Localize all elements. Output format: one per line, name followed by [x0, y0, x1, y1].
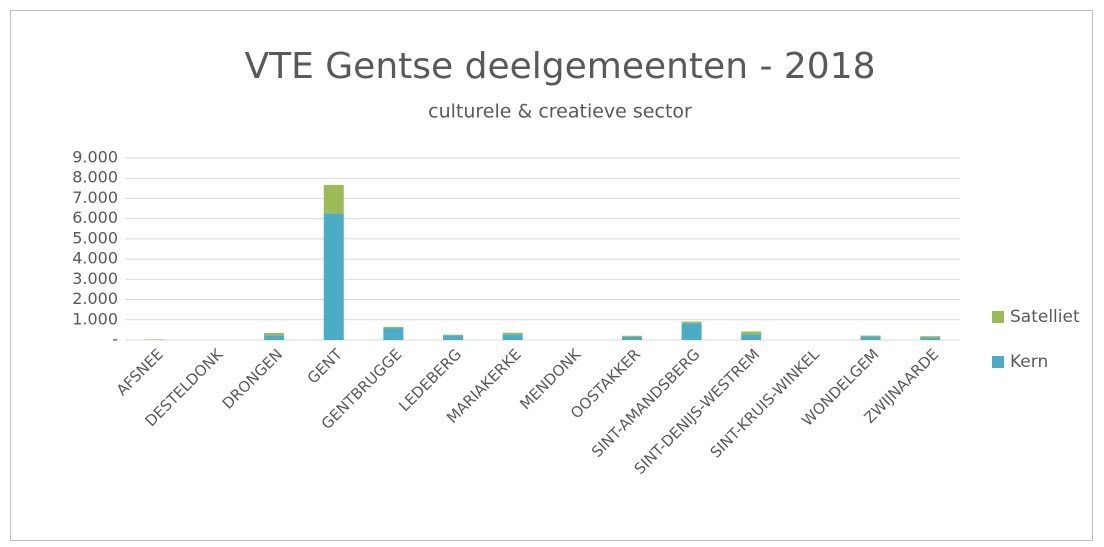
y-tick-label: -	[112, 330, 118, 349]
bar-segment	[324, 214, 344, 340]
chart-border	[11, 11, 1093, 541]
bar-segment	[383, 327, 403, 328]
y-tick-label: 6.000	[72, 208, 118, 227]
bar-segment	[920, 338, 940, 340]
y-tick-label: 3.000	[72, 269, 118, 288]
y-tick-label: 1.000	[72, 309, 118, 328]
legend-label: Satelliet	[1010, 307, 1080, 327]
bar-segment	[741, 335, 761, 340]
bar-segment	[682, 323, 702, 340]
bar-segment	[443, 335, 463, 336]
bar-segment	[264, 336, 284, 340]
chart-subtitle: culturele & creatieve sector	[428, 101, 692, 123]
y-tick-label: 7.000	[72, 188, 118, 207]
bar-segment	[682, 322, 702, 324]
bar-segment	[622, 336, 642, 337]
legend-swatch	[992, 356, 1004, 368]
chart-title: VTE Gentse deelgemeenten - 2018	[244, 46, 875, 87]
y-tick-label: 9.000	[72, 148, 118, 167]
y-tick-label: 2.000	[72, 289, 118, 308]
y-tick-label: 8.000	[72, 168, 118, 187]
bar-segment	[861, 337, 881, 340]
bar-segment	[324, 185, 344, 214]
bar-segment	[920, 336, 940, 337]
y-tick-label: 4.000	[72, 249, 118, 268]
bar-segment	[264, 333, 284, 336]
y-tick-label: 5.000	[72, 228, 118, 247]
bar-segment	[443, 336, 463, 340]
legend-label: Kern	[1010, 352, 1048, 372]
bar-segment	[861, 336, 881, 337]
bar-segment	[503, 333, 523, 335]
bar-segment	[622, 337, 642, 340]
legend-swatch	[992, 311, 1004, 323]
bar-segment	[503, 334, 523, 340]
bar-segment	[383, 328, 403, 340]
bar-segment	[741, 332, 761, 335]
